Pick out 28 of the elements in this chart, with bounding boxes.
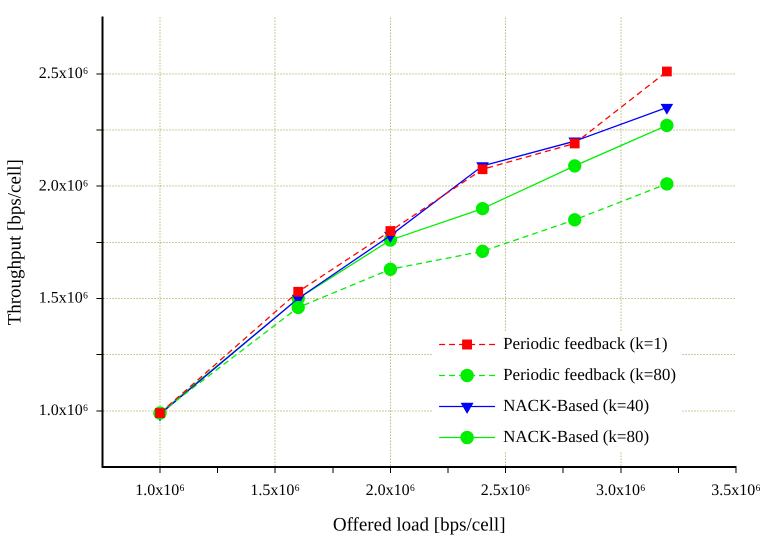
y-axis-title: Throughput [bps/cell] bbox=[4, 159, 26, 326]
point bbox=[568, 213, 582, 226]
point bbox=[476, 202, 490, 216]
y-tick-label: 2.5x10⁶ bbox=[38, 64, 88, 82]
y-tick-label: 1.0x10⁶ bbox=[38, 402, 88, 420]
legend-label: NACK-Based (k=80) bbox=[503, 426, 650, 446]
x-tick-label: 1.0x10⁶ bbox=[135, 482, 185, 499]
x-tick-label: 3.0x10⁶ bbox=[596, 482, 646, 499]
point bbox=[293, 286, 304, 297]
point bbox=[661, 104, 673, 114]
x-axis-title: Offered load [bps/cell] bbox=[332, 514, 506, 536]
legend-label: NACK-Based (k=40) bbox=[503, 396, 650, 415]
point bbox=[476, 244, 490, 258]
x-tick-label: 2.0x10⁶ bbox=[366, 482, 416, 499]
y-tick-label: 2.0x10⁶ bbox=[38, 177, 88, 194]
x-tick-label: 2.5x10⁶ bbox=[480, 482, 530, 499]
legend-label: Periodic feedback (k=80) bbox=[503, 364, 676, 384]
legend-label: Periodic feedback (k=1) bbox=[503, 334, 668, 353]
point bbox=[384, 262, 398, 276]
point bbox=[568, 159, 582, 173]
point bbox=[385, 226, 396, 236]
x-tick-label: 3.5x10⁶ bbox=[711, 482, 761, 499]
point bbox=[660, 118, 674, 132]
point bbox=[292, 300, 305, 314]
point bbox=[660, 177, 674, 191]
x-tick-label: 1.5x10⁶ bbox=[250, 482, 300, 499]
point bbox=[662, 66, 672, 76]
y-tick-label: 1.5x10⁶ bbox=[38, 290, 88, 307]
